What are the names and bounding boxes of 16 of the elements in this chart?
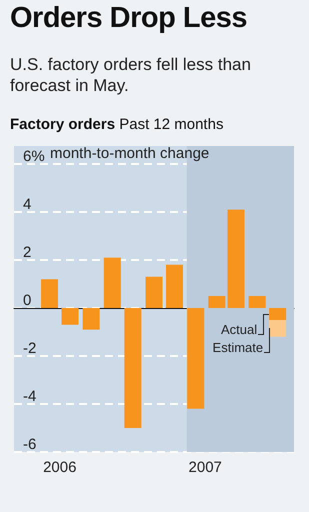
y-tick-label: 2 bbox=[23, 244, 32, 261]
y-axis-title: month-to-month change bbox=[50, 145, 210, 162]
chart-title: Orders Drop Less bbox=[10, 2, 247, 35]
y-tick-label: -2 bbox=[23, 340, 36, 357]
text: Past 12 months bbox=[119, 116, 224, 133]
chart-subtitle: U.S. factory orders fell less than forecast in May. bbox=[10, 54, 252, 96]
y-tick-label: 4 bbox=[23, 196, 32, 213]
y-tick-label: -4 bbox=[23, 388, 36, 405]
x-tick-label: 2006 bbox=[43, 459, 76, 476]
series-label: Actual bbox=[220, 322, 258, 337]
series-label: Estimate bbox=[212, 340, 264, 355]
y-tick-label: 0 bbox=[23, 292, 32, 309]
x-tick-label: 2007 bbox=[188, 459, 222, 476]
y-tick-label: 6% bbox=[23, 148, 45, 165]
text: Factory orders bbox=[10, 116, 116, 133]
y-tick-label: -6 bbox=[23, 436, 36, 453]
